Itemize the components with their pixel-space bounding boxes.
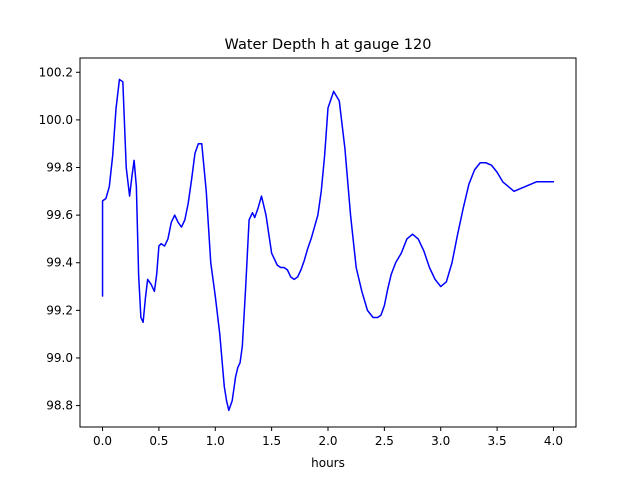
plot-frame: [79, 57, 577, 428]
x-tick-label: 4.0: [544, 434, 563, 448]
y-tick-label: 99.4: [46, 256, 73, 270]
y-tick-label: 99.6: [46, 208, 73, 222]
x-axis-label: hours: [311, 456, 345, 470]
y-tick-label: 99.2: [46, 303, 73, 317]
y-tick-label: 99.8: [46, 161, 73, 175]
series-line: [101, 78, 555, 412]
x-tick-label: 2.5: [375, 434, 394, 448]
x-tick-label: 0.5: [149, 434, 168, 448]
y-tick-label: 98.8: [46, 399, 73, 413]
chart-title: Water Depth h at gauge 120: [225, 37, 432, 53]
x-tick-label: 2.0: [318, 434, 337, 448]
y-tick-label: 100.0: [39, 113, 73, 127]
tick-group: 0.0 0.5 1.0 1.5 2.0 2.5 3.0 3.5 4.0 98.8 99.0 99.2 9…: [39, 65, 563, 448]
x-tick-label: 3.0: [431, 434, 450, 448]
x-tick-label: 1.5: [262, 434, 281, 448]
x-tick-label: 0.0: [93, 434, 112, 448]
y-tick-label: 100.2: [39, 65, 73, 79]
x-tick-label: 3.5: [488, 434, 507, 448]
x-tick-label: 1.0: [206, 434, 225, 448]
y-tick-label: 99.0: [46, 351, 73, 365]
